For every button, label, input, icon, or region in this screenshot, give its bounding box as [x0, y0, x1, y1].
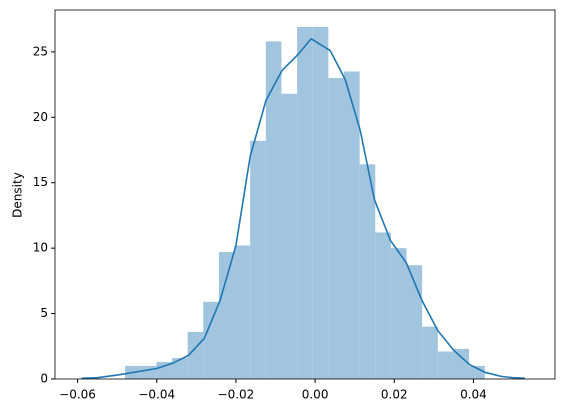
bar: [437, 351, 454, 379]
y-tick-label: 20: [33, 110, 48, 124]
bar: [203, 301, 219, 379]
bar: [312, 27, 329, 379]
bar: [297, 27, 313, 379]
bar: [390, 248, 407, 379]
y-tick-label: 15: [33, 175, 48, 189]
bar: [343, 71, 360, 379]
x-tick-label: 0.02: [381, 388, 408, 402]
y-tick-label: 10: [33, 241, 48, 255]
bar: [171, 358, 188, 379]
bar: [234, 245, 251, 379]
y-axis-label: Density: [11, 172, 25, 218]
bar: [250, 140, 266, 379]
bar: [453, 348, 470, 379]
bar: [422, 326, 438, 379]
bar: [265, 41, 282, 379]
bar: [469, 365, 485, 379]
kde-line: [81, 37, 525, 380]
bar: [187, 331, 204, 379]
plot-frame: [54, 9, 556, 380]
bar: [375, 232, 391, 379]
bar: [156, 361, 172, 379]
x-tick-label: 0.04: [460, 388, 487, 402]
x-tick-label: 0.00: [302, 388, 329, 402]
y-tick-label: 0: [40, 372, 48, 386]
y-tick-label: 25: [33, 44, 48, 58]
bar: [281, 93, 298, 379]
x-tick-label: −0.02: [218, 388, 255, 402]
y-tick-label: 5: [40, 306, 48, 320]
bar: [218, 252, 235, 379]
bar: [328, 78, 344, 380]
bar: [140, 365, 157, 379]
bar: [359, 164, 376, 379]
x-tick-label: −0.06: [59, 388, 96, 402]
x-tick-label: −0.04: [138, 388, 175, 402]
